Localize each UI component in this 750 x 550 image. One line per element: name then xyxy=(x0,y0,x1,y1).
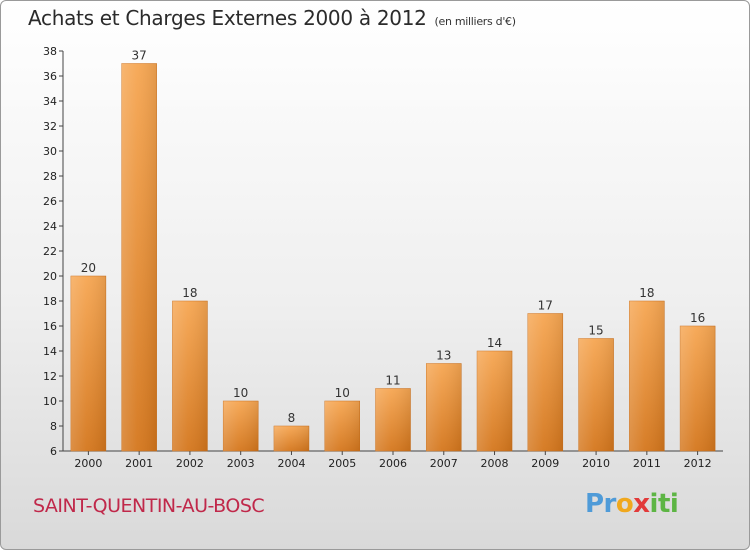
bar-shine xyxy=(172,301,208,451)
y-tick-label: 6 xyxy=(50,445,57,458)
bar-value-label: 15 xyxy=(588,324,603,338)
x-tick-label: 2008 xyxy=(481,457,509,470)
brand-part-2: o xyxy=(615,489,634,519)
y-tick-label: 14 xyxy=(43,345,57,358)
y-tick-label: 10 xyxy=(43,395,57,408)
bar-value-label: 10 xyxy=(233,386,248,400)
y-tick-label: 24 xyxy=(43,220,57,233)
data-labels: 20 37 18 10 8 10 11 13 14 17 15 18 16 xyxy=(81,49,706,426)
bar-value-label: 37 xyxy=(132,49,147,63)
y-tick-label: 22 xyxy=(43,245,57,258)
axes: 6 8 10 12 14 16 18 20 22 24 26 28 30 32 34 36 38 2000 2001… xyxy=(43,45,723,470)
chart-title: Achats et Charges Externes 2000 à 2012 (e… xyxy=(28,6,516,30)
chart-subtitle: (en milliers d'€) xyxy=(434,15,516,28)
y-tick-label: 32 xyxy=(43,120,57,133)
bar-value-label: 16 xyxy=(690,311,705,325)
x-tick-label: 2009 xyxy=(531,457,559,470)
bar-shine xyxy=(629,301,665,451)
x-tick-label: 2012 xyxy=(684,457,712,470)
bar-value-label: 8 xyxy=(288,411,296,425)
y-tick-label: 20 xyxy=(43,270,57,283)
y-tick-label: 30 xyxy=(43,145,57,158)
bar-shine xyxy=(375,388,411,451)
bar-shine xyxy=(324,401,360,451)
bar-shine xyxy=(680,326,716,451)
y-tick-label: 18 xyxy=(43,295,57,308)
bar-shine xyxy=(426,363,462,451)
bar-value-label: 18 xyxy=(639,286,654,300)
bar-shine xyxy=(477,351,513,451)
y-tick-label: 28 xyxy=(43,170,57,183)
y-tick-label: 34 xyxy=(43,95,57,108)
bar-value-label: 18 xyxy=(182,286,197,300)
x-tick-label: 2005 xyxy=(328,457,356,470)
bar-shine xyxy=(223,401,259,451)
bar-shine xyxy=(273,426,309,451)
brand-part-3: x xyxy=(633,489,650,519)
x-tick-label: 2001 xyxy=(125,457,153,470)
x-tick-label: 2000 xyxy=(74,457,102,470)
x-tick-label: 2011 xyxy=(633,457,661,470)
bars xyxy=(70,63,716,452)
bar-value-label: 13 xyxy=(436,349,451,363)
bar-shine xyxy=(578,338,614,451)
y-tick-label: 38 xyxy=(43,45,57,58)
x-tick-label: 2003 xyxy=(227,457,255,470)
title-text: Achats et Charges Externes 2000 à 2012 xyxy=(28,6,427,30)
x-tick-label: 2002 xyxy=(176,457,204,470)
bar-value-label: 20 xyxy=(81,261,96,275)
bar-shine xyxy=(121,63,157,451)
bar-value-label: 10 xyxy=(335,386,350,400)
bar-shine xyxy=(70,276,106,451)
x-tick-label: 2006 xyxy=(379,457,407,470)
y-tick-label: 8 xyxy=(50,420,57,433)
commune-name: SAINT-QUENTIN-AU-BOSC xyxy=(33,495,265,517)
y-tick-label: 36 xyxy=(43,70,57,83)
brand-logo: Proxiti xyxy=(585,489,679,519)
y-tick-label: 26 xyxy=(43,195,57,208)
bar-value-label: 17 xyxy=(538,299,553,313)
y-tick-label: 12 xyxy=(43,370,57,383)
bar-value-label: 14 xyxy=(487,336,502,350)
x-tick-label: 2004 xyxy=(277,457,305,470)
brand-part-4: iti xyxy=(649,489,679,519)
y-tick-label: 16 xyxy=(43,320,57,333)
x-tick-label: 2007 xyxy=(430,457,458,470)
bar-shine xyxy=(527,313,563,451)
brand-part-1: Pr xyxy=(585,489,616,519)
bar-value-label: 11 xyxy=(385,374,400,388)
x-tick-label: 2010 xyxy=(582,457,610,470)
